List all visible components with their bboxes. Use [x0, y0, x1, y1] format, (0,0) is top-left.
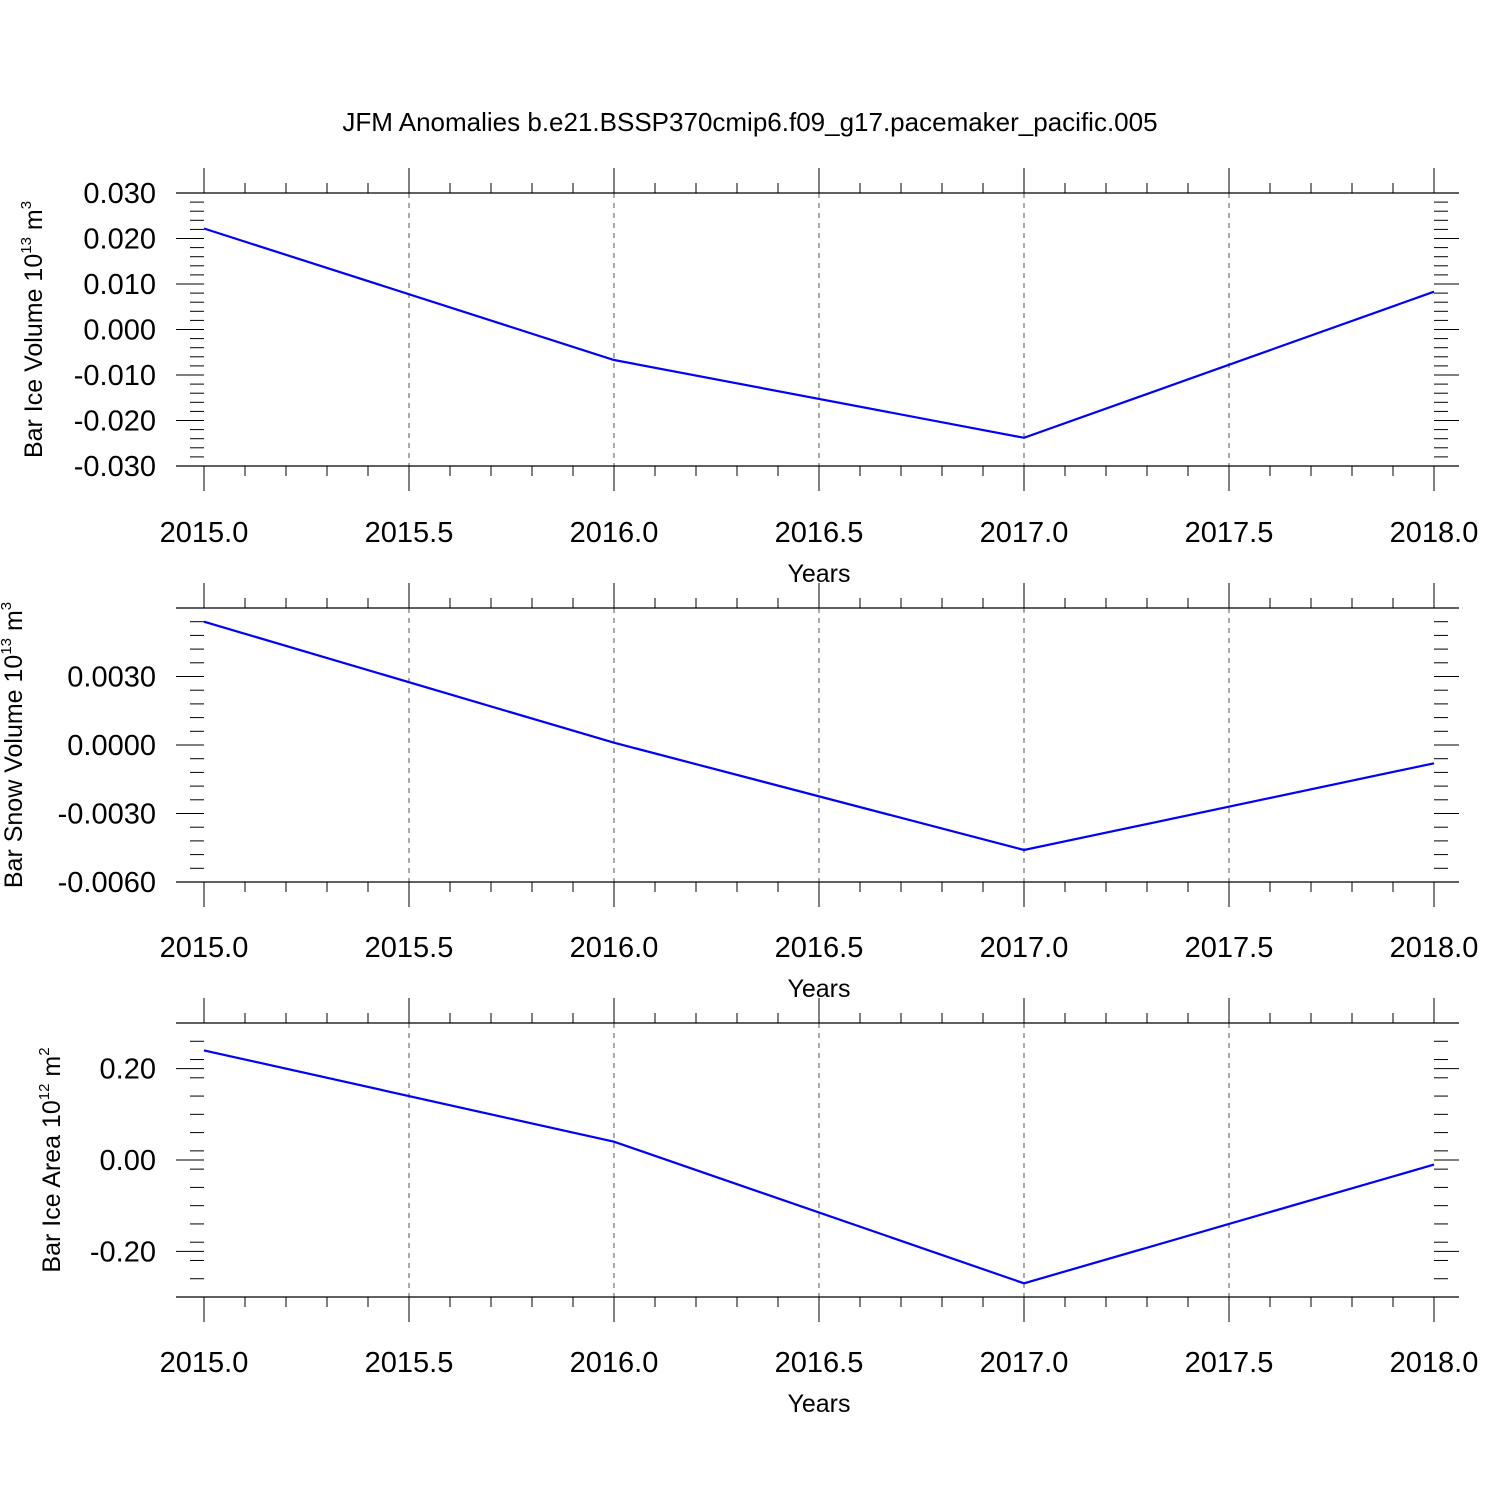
y-tick-label: 0.0030 [67, 662, 156, 694]
x-tick-label: 2016.5 [775, 1347, 864, 1379]
series-line [203, 227, 1435, 439]
x-tick-label: 2017.0 [980, 1347, 1069, 1379]
x-tick-label: 2015.0 [160, 1347, 249, 1379]
x-tick-label: 2018.0 [1390, 1347, 1479, 1379]
x-tick-label: 2015.5 [365, 517, 454, 549]
x-tick-label: 2016.0 [570, 517, 659, 549]
y-tick-label: 0.000 [83, 315, 156, 347]
y-axis-title: Bar Snow Volume 1013 m3 [0, 602, 28, 888]
x-tick-label: 2015.0 [160, 932, 249, 964]
x-tick-label: 2016.0 [570, 1347, 659, 1379]
x-tick-label: 2017.5 [1185, 517, 1274, 549]
x-tick-label: 2016.5 [775, 517, 864, 549]
figure-title: JFM Anomalies b.e21.BSSP370cmip6.f09_g17… [342, 107, 1157, 137]
x-tick-label: 2017.5 [1185, 932, 1274, 964]
series-line [203, 1049, 1435, 1285]
y-tick-label: -0.030 [74, 451, 156, 483]
x-tick-label: 2017.0 [980, 517, 1069, 549]
x-tick-label: 2017.0 [980, 932, 1069, 964]
x-tick-label: 2018.0 [1390, 517, 1479, 549]
y-tick-label: -0.010 [74, 360, 156, 392]
y-tick-label: 0.0000 [67, 730, 156, 762]
y-tick-label: 0.020 [83, 224, 156, 256]
y-tick-label: 0.20 [100, 1054, 156, 1086]
x-tick-label: 2015.5 [365, 932, 454, 964]
y-axis-title: Bar Ice Area 1012 m2 [36, 1047, 66, 1272]
y-tick-label: -0.020 [74, 406, 156, 438]
y-tick-label: 0.030 [83, 178, 156, 210]
x-tick-label: 2017.5 [1185, 1347, 1274, 1379]
panel-ice-area: 2015.0 2015.5 2016.0 2016.5 2017.0 2017.5 2018… [36, 998, 1478, 1418]
y-tick-label: -0.0030 [58, 799, 156, 831]
y-tick-label: -0.0060 [58, 867, 156, 899]
y-tick-label: 0.010 [83, 269, 156, 301]
panel-snow-volume: 2015.0 2015.5 2016.0 2016.5 2017.0 2017.5 2018… [0, 583, 1478, 1003]
panel-ice-volume: 2015.0 2015.5 2016.0 2016.5 2017.0 2017.5 2018… [18, 168, 1478, 588]
y-tick-label: 0.00 [100, 1145, 156, 1177]
x-tick-label: 2015.5 [365, 1347, 454, 1379]
x-tick-label: 2015.0 [160, 517, 249, 549]
x-tick-label: 2018.0 [1390, 932, 1479, 964]
y-axis-title: Bar Ice Volume 1013 m3 [18, 201, 48, 458]
x-axis-title: Years [787, 1390, 850, 1418]
y-tick-label: -0.20 [90, 1236, 156, 1268]
series-line [203, 620, 1435, 852]
x-tick-label: 2016.0 [570, 932, 659, 964]
x-tick-label: 2016.5 [775, 932, 864, 964]
